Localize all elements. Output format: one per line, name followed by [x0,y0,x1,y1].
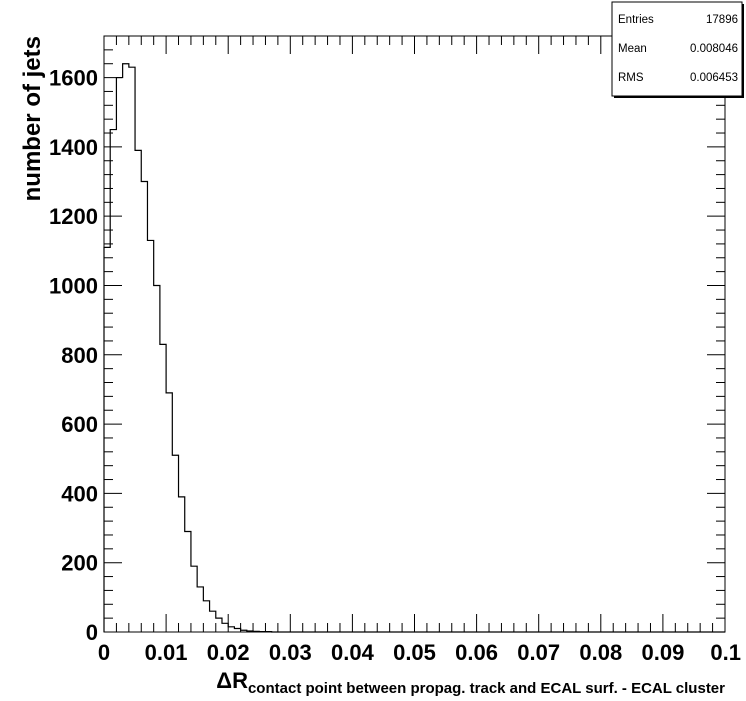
x-axis-title-main: ΔR [216,668,248,693]
y-tick-label: 1000 [49,273,98,298]
x-tick-label: 0.01 [145,640,188,665]
x-axis-tick-labels: 0 0.01 0.02 0.03 0.04 0.05 0.06 0.07 0.08 0.09 0.1 [98,640,741,665]
stats-box-shadow-bottom [614,96,744,98]
x-tick-label: 0.02 [207,640,250,665]
y-tick-label: 400 [61,481,98,506]
stats-box-shadow-right [742,4,744,98]
x-tick-label: 0.06 [455,640,498,665]
x-tick-label: 0.07 [517,640,560,665]
y-tick-label: 200 [61,551,98,576]
x-axis-title-subscript: contact point between propag. track and … [248,680,725,697]
x-tick-label: 0.04 [331,640,375,665]
x-tick-label: 0 [98,640,110,665]
x-axis-ticks [103,36,726,632]
x-tick-label: 0.1 [710,640,741,665]
histogram-series-line [103,63,725,633]
y-tick-label: 0 [86,620,98,645]
y-tick-label: 1400 [49,135,98,160]
stats-box-frame [611,1,743,97]
y-axis-title: number of jets [19,36,46,201]
stats-rms-label: RMS [618,72,644,84]
x-axis-title: ΔRcontact point between propag. track an… [216,668,725,697]
stats-entries-label: Entries [618,14,654,26]
plot-frame [103,35,726,633]
y-tick-label: 600 [61,412,98,437]
stats-mean-label: Mean [618,43,647,55]
y-tick-label: 1600 [49,66,98,91]
stats-mean-value: 0.008046 [690,43,738,55]
x-tick-label: 0.03 [269,640,312,665]
y-tick-label: 1200 [49,204,98,229]
stats-entries-value: 17896 [706,14,738,26]
x-tick-label: 0.05 [393,640,436,665]
y-tick-label: 800 [61,343,98,368]
stats-rms-value: 0.006453 [690,72,738,84]
stats-box: Entries 17896 Mean 0.008046 RMS 0.006453 [611,1,744,98]
y-axis-ticks [104,35,725,633]
x-tick-label: 0.08 [579,640,622,665]
x-tick-label: 0.09 [641,640,684,665]
y-axis-tick-labels: 0 200 400 600 800 1000 1200 1400 1600 [49,66,98,645]
